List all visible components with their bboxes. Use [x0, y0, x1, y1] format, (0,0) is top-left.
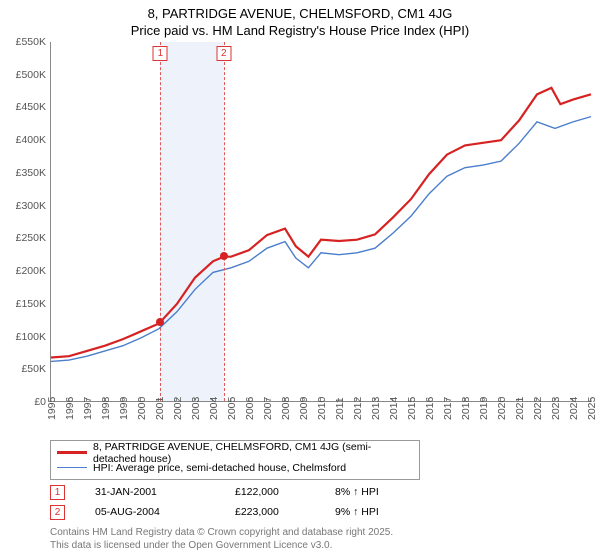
x-tick-label: 2002: [172, 397, 184, 420]
sale-delta: 8% HPI: [335, 486, 445, 498]
sale-number: 2: [50, 505, 65, 520]
x-tick-label: 2003: [190, 397, 202, 420]
sales-table: 1 31-JAN-2001£122,0008% HPI 2 05-AUG-2004£2…: [50, 482, 570, 522]
sale-delta: 9% HPI: [335, 506, 445, 518]
y-tick-label: £450K: [16, 101, 46, 113]
chart-area: £0 £50K £100K £150K £200K £250K £300K £350K £400…: [0, 42, 600, 432]
sale-marker-number: 1: [153, 46, 168, 61]
y-axis: £0£50K£100K£150K£200K£250K£300K£350K£400…: [0, 42, 48, 402]
legend-row-price: 8, PARTRIDGE AVENUE, CHELMSFORD, CM1 4JG…: [57, 445, 413, 460]
x-tick-label: 2013: [370, 397, 382, 420]
sale-date: 05-AUG-2004: [95, 506, 235, 518]
line-chart-svg: [51, 42, 590, 401]
x-tick-label: 2024: [568, 397, 580, 420]
x-tick-label: 2010: [316, 397, 328, 420]
series-price-line: [51, 88, 591, 358]
y-tick-label: £500K: [16, 69, 46, 81]
sale-date: 31-JAN-2001: [95, 486, 235, 498]
y-tick-label: £300K: [16, 200, 46, 212]
y-tick-label: £400K: [16, 134, 46, 146]
x-tick-label: 2015: [406, 397, 418, 420]
x-tick-label: 2014: [388, 397, 400, 420]
sale-row: 1 31-JAN-2001£122,0008% HPI: [50, 482, 570, 502]
legend-swatch-hpi: [57, 467, 87, 468]
x-tick-label: 1999: [118, 397, 130, 420]
x-tick-label: 1997: [82, 397, 94, 420]
x-tick-label: 2012: [352, 397, 364, 420]
title-line-1: 8, PARTRIDGE AVENUE, CHELMSFORD, CM1 4JG: [0, 6, 600, 23]
legend-label-hpi: HPI: Average price, semi-detached house,…: [93, 462, 346, 474]
x-tick-label: 2001: [154, 397, 166, 420]
sale-marker-vline: [160, 42, 161, 401]
x-axis: 1995199619971998199920002001200220032004…: [50, 402, 590, 432]
x-tick-label: 2011: [334, 397, 346, 420]
legend-swatch-price: [57, 451, 87, 453]
sale-marker-vline: [224, 42, 225, 401]
sale-number: 1: [50, 485, 65, 500]
footnote-line-2: This data is licensed under the Open Gov…: [50, 540, 570, 553]
x-tick-label: 1996: [64, 397, 76, 420]
footnote: Contains HM Land Registry data © Crown c…: [50, 527, 570, 552]
y-tick-label: £100K: [16, 331, 46, 343]
arrow-up-icon: [353, 486, 358, 498]
x-tick-label: 2007: [262, 397, 274, 420]
footnote-line-1: Contains HM Land Registry data © Crown c…: [50, 527, 570, 540]
legend: 8, PARTRIDGE AVENUE, CHELMSFORD, CM1 4JG…: [50, 440, 420, 480]
x-tick-label: 2009: [298, 397, 310, 420]
x-tick-label: 2006: [244, 397, 256, 420]
x-tick-label: 2004: [208, 397, 220, 420]
arrow-up-icon: [353, 506, 358, 518]
x-tick-label: 2016: [424, 397, 436, 420]
x-tick-label: 1995: [46, 397, 58, 420]
sale-price: £122,000: [235, 486, 335, 498]
y-tick-label: £200K: [16, 265, 46, 277]
x-tick-label: 1998: [100, 397, 112, 420]
sale-marker-dot: [220, 252, 228, 260]
x-tick-label: 2021: [514, 397, 526, 420]
chart-title: 8, PARTRIDGE AVENUE, CHELMSFORD, CM1 4JG…: [0, 0, 600, 40]
y-tick-label: £50K: [21, 363, 46, 375]
plot-area: 12: [50, 42, 590, 402]
x-tick-label: 2018: [460, 397, 472, 420]
x-tick-label: 2020: [496, 397, 508, 420]
title-line-2: Price paid vs. HM Land Registry's House …: [0, 23, 600, 40]
y-tick-label: £0: [34, 396, 46, 408]
y-tick-label: £150K: [16, 298, 46, 310]
x-tick-label: 2005: [226, 397, 238, 420]
x-tick-label: 2023: [550, 397, 562, 420]
x-tick-label: 2017: [442, 397, 454, 420]
x-tick-label: 2000: [136, 397, 148, 420]
x-tick-label: 2025: [586, 397, 598, 420]
y-tick-label: £550K: [16, 36, 46, 48]
sale-marker-number: 2: [216, 46, 231, 61]
y-tick-label: £350K: [16, 167, 46, 179]
sale-marker-dot: [156, 318, 164, 326]
sale-price: £223,000: [235, 506, 335, 518]
x-tick-label: 2019: [478, 397, 490, 420]
y-tick-label: £250K: [16, 232, 46, 244]
x-tick-label: 2022: [532, 397, 544, 420]
sale-row: 2 05-AUG-2004£223,0009% HPI: [50, 502, 570, 522]
x-tick-label: 2008: [280, 397, 292, 420]
